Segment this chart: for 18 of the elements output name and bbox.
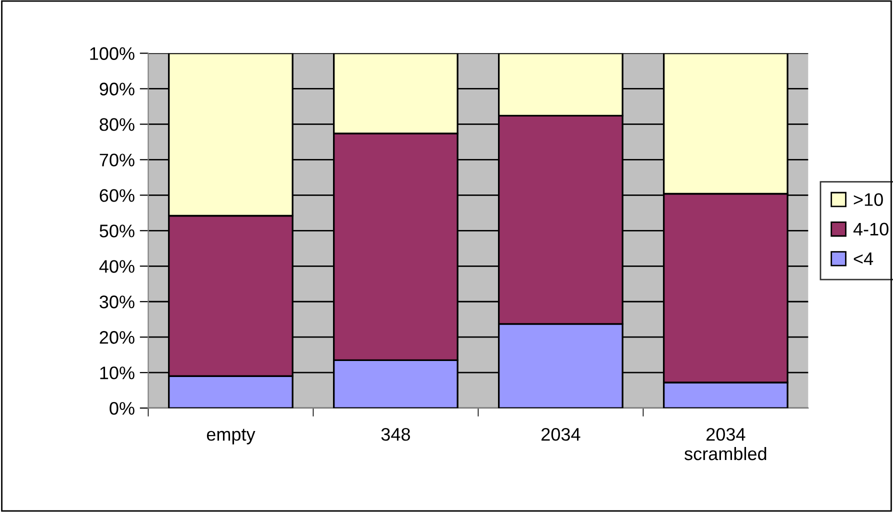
y-tick-label: 40%	[99, 260, 134, 273]
y-tick-label: 30%	[100, 296, 134, 308]
y-tick-label: 100%	[90, 47, 134, 60]
y-tick-label: 70%	[100, 154, 134, 166]
x-tick-label: 2034	[542, 428, 580, 441]
x-tick-label: 2034 scrambled	[684, 428, 766, 460]
y-tick-label: 80%	[100, 118, 134, 131]
y-tick-label: 60%	[100, 189, 134, 202]
x-tick-label: 348	[381, 428, 410, 441]
y-tick-label: 10%	[100, 366, 134, 380]
legend-label: 4-10	[853, 222, 888, 236]
y-tick-label: 90%	[100, 82, 134, 96]
y-tick-label: 50%	[100, 224, 134, 238]
legend-label: >10	[854, 193, 883, 206]
legend-label: <4	[854, 252, 874, 265]
y-tick-label: 0%	[110, 402, 134, 415]
x-tick-label: empty	[206, 428, 256, 444]
y-tick-label: 20%	[100, 331, 134, 344]
